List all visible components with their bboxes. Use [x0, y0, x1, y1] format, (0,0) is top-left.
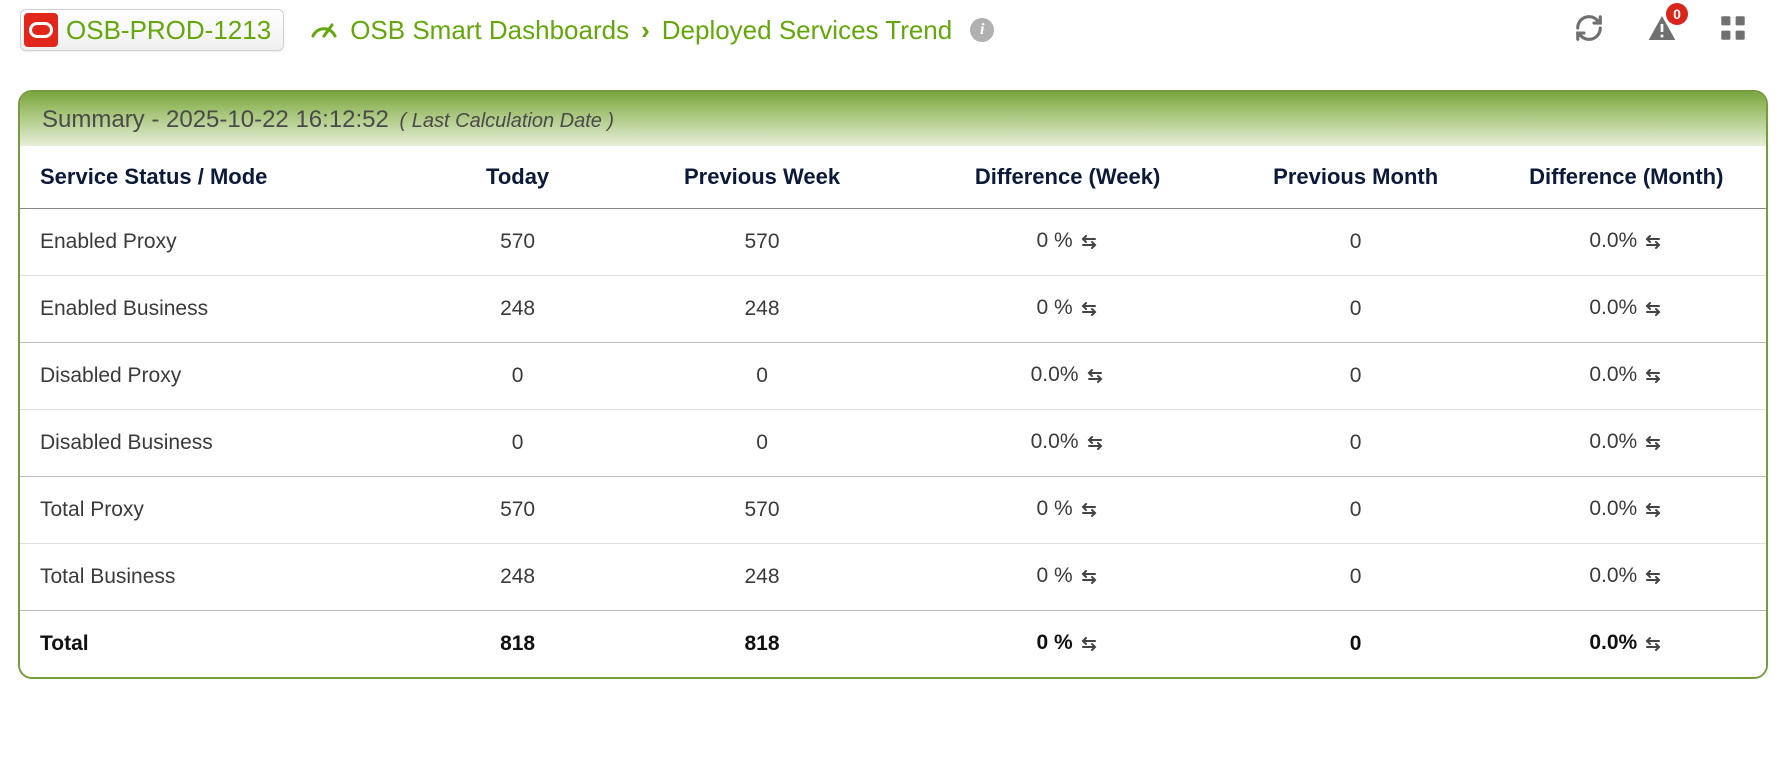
cell-label: Disabled Proxy [20, 343, 422, 410]
cell-diff-month: 0.0% [1487, 544, 1766, 611]
col-diff-month[interactable]: Difference (Month) [1487, 146, 1766, 209]
cell-label: Total [20, 611, 422, 678]
col-prev-week[interactable]: Previous Week [614, 146, 911, 209]
table-row: Total Proxy5705700 %00.0% [20, 477, 1766, 544]
col-prev-month[interactable]: Previous Month [1225, 146, 1487, 209]
col-label[interactable]: Service Status / Mode [20, 146, 422, 209]
cell-prev-week: 570 [614, 477, 911, 544]
table-total-row: Total8188180 %00.0% [20, 611, 1766, 678]
cell-label: Enabled Business [20, 276, 422, 343]
cell-today: 0 [422, 343, 614, 410]
cell-today: 248 [422, 544, 614, 611]
table-row: Disabled Proxy000.0%00.0% [20, 343, 1766, 410]
trend-flat-icon [1079, 499, 1099, 523]
summary-panel: Summary - 2025-10-22 16:12:52 ( Last Cal… [18, 90, 1768, 679]
cell-diff-month: 0.0% [1487, 410, 1766, 477]
cell-label: Total Proxy [20, 477, 422, 544]
cell-prev-week: 570 [614, 209, 911, 276]
cell-label: Total Business [20, 544, 422, 611]
trend-flat-icon [1085, 432, 1105, 456]
table-row: Enabled Proxy5705700 %00.0% [20, 209, 1766, 276]
breadcrumb: OSB Smart Dashboards › Deployed Services… [310, 15, 994, 46]
panel-timestamp: 2025-10-22 16:12:52 [166, 106, 389, 133]
cell-prev-week: 248 [614, 276, 911, 343]
col-diff-week[interactable]: Difference (Week) [910, 146, 1224, 209]
info-icon[interactable]: i [970, 18, 994, 42]
alerts-button[interactable]: 0 [1646, 13, 1678, 48]
cell-prev-week: 248 [614, 544, 911, 611]
table-row: Enabled Business2482480 %00.0% [20, 276, 1766, 343]
cell-today: 0 [422, 410, 614, 477]
trend-flat-icon [1079, 633, 1099, 657]
cell-diff-month: 0.0% [1487, 276, 1766, 343]
env-name: OSB-PROD-1213 [66, 15, 271, 46]
trend-flat-icon [1643, 566, 1663, 590]
trend-flat-icon [1643, 499, 1663, 523]
env-badge[interactable]: OSB-PROD-1213 [20, 9, 284, 51]
refresh-button[interactable] [1574, 13, 1604, 48]
table-row: Total Business2482480 %00.0% [20, 544, 1766, 611]
panel-header: Summary - 2025-10-22 16:12:52 ( Last Cal… [20, 92, 1766, 146]
cell-prev-week: 818 [614, 611, 911, 678]
cell-prev-month: 0 [1225, 544, 1487, 611]
cell-prev-month: 0 [1225, 276, 1487, 343]
cell-today: 248 [422, 276, 614, 343]
cell-label: Enabled Proxy [20, 209, 422, 276]
cell-prev-week: 0 [614, 410, 911, 477]
trend-flat-icon [1079, 298, 1099, 322]
breadcrumb-current: Deployed Services Trend [662, 15, 952, 46]
trend-flat-icon [1079, 566, 1099, 590]
cell-diff-week: 0 % [910, 209, 1224, 276]
gauge-icon [310, 15, 338, 46]
notification-count-badge: 0 [1666, 3, 1688, 25]
trend-flat-icon [1643, 365, 1663, 389]
cell-diff-month: 0.0% [1487, 343, 1766, 410]
cell-diff-month: 0.0% [1487, 477, 1766, 544]
apps-grid-button[interactable] [1720, 15, 1746, 46]
cell-diff-week: 0 % [910, 611, 1224, 678]
breadcrumb-root[interactable]: OSB Smart Dashboards [350, 15, 629, 46]
trend-flat-icon [1643, 633, 1663, 657]
cell-today: 570 [422, 477, 614, 544]
summary-table: Service Status / Mode Today Previous Wee… [20, 146, 1766, 677]
cell-prev-month: 0 [1225, 611, 1487, 678]
cell-label: Disabled Business [20, 410, 422, 477]
cell-diff-week: 0 % [910, 544, 1224, 611]
table-header-row: Service Status / Mode Today Previous Wee… [20, 146, 1766, 209]
trend-flat-icon [1085, 365, 1105, 389]
cell-diff-week: 0.0% [910, 410, 1224, 477]
chevron-right-icon: › [641, 15, 650, 46]
cell-prev-month: 0 [1225, 477, 1487, 544]
panel-title-prefix: Summary - [42, 106, 166, 133]
cell-diff-month: 0.0% [1487, 611, 1766, 678]
cell-diff-month: 0.0% [1487, 209, 1766, 276]
panel-subtitle: ( Last Calculation Date ) [400, 110, 615, 132]
col-today[interactable]: Today [422, 146, 614, 209]
oracle-logo-icon [24, 13, 58, 47]
trend-flat-icon [1643, 298, 1663, 322]
cell-prev-month: 0 [1225, 209, 1487, 276]
cell-prev-week: 0 [614, 343, 911, 410]
cell-diff-week: 0.0% [910, 343, 1224, 410]
trend-flat-icon [1643, 231, 1663, 255]
cell-diff-week: 0 % [910, 276, 1224, 343]
cell-today: 818 [422, 611, 614, 678]
top-bar: OSB-PROD-1213 OSB Smart Dashboards › Dep… [0, 0, 1786, 60]
table-row: Disabled Business000.0%00.0% [20, 410, 1766, 477]
cell-diff-week: 0 % [910, 477, 1224, 544]
cell-prev-month: 0 [1225, 343, 1487, 410]
trend-flat-icon [1643, 432, 1663, 456]
trend-flat-icon [1079, 231, 1099, 255]
cell-prev-month: 0 [1225, 410, 1487, 477]
cell-today: 570 [422, 209, 614, 276]
